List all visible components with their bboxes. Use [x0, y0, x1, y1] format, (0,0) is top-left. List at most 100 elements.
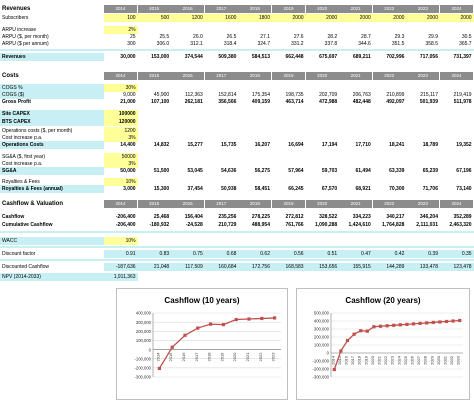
cell-value: 344.6: [358, 41, 371, 47]
input-value[interactable]: 10%: [104, 237, 138, 245]
cell-value[interactable]: 1800: [238, 14, 272, 22]
chart-title: Cashflow (20 years): [345, 296, 420, 305]
cell-value: 488,954: [251, 222, 270, 228]
cell-value: 30.5: [461, 34, 472, 40]
year-header: 2016: [171, 200, 205, 208]
y-tick-label: 100,000: [314, 343, 330, 348]
cell-value[interactable]: 2000: [406, 14, 440, 22]
row-costs-sga_first: SG&A ($, first year) 50000: [0, 153, 474, 161]
cell-value: 346,204: [419, 214, 438, 220]
cell-value[interactable]: 2000: [272, 14, 306, 22]
cell-value: 351.5: [391, 41, 405, 47]
cell-value: 153,000: [151, 54, 170, 60]
input-value[interactable]: 3%: [104, 160, 138, 168]
row-costs-royalties_pct: Royalties & Fees 10%: [0, 178, 474, 186]
cell-value: 210,899: [386, 92, 405, 98]
x-tick-label: 2017: [194, 352, 199, 362]
row-costs-cogs: COGS ($) 9,000 45,900 112,363 152,814 175,354…: [0, 91, 474, 99]
cell-value[interactable]: 2000: [305, 14, 340, 22]
row-label: Gross Profit: [2, 99, 31, 105]
year-header: 2017: [204, 72, 238, 80]
cell-value: 133,478: [406, 263, 440, 271]
row-label: NPV (2014-2033): [0, 273, 104, 281]
year-header: 2016: [171, 5, 205, 13]
chart-1[interactable]: Cashflow (10 years) 400,000 300,000 200,000…: [116, 288, 288, 400]
cell-value[interactable]: 500: [137, 14, 172, 22]
x-tick-label: 2017: [350, 355, 355, 365]
cell-value: 689,211: [352, 54, 371, 60]
row-cashflow-discounted: Discounted Cashflow -187,636 21,048 117,509…: [0, 263, 474, 271]
x-tick-label: 2022: [383, 355, 388, 365]
row-separator: [0, 259, 474, 261]
row-label: COGS %: [0, 84, 104, 92]
cell-value: 16,207: [254, 142, 270, 148]
x-tick-label: 2019: [219, 352, 224, 362]
cell-value[interactable]: 100: [104, 14, 138, 22]
input-value[interactable]: 10%: [104, 178, 138, 186]
row-label: Cumulative Cashflow: [2, 222, 53, 228]
cell-value: 306.0: [156, 41, 170, 47]
cell-value[interactable]: 1600: [204, 14, 239, 22]
cell-value: 54,636: [221, 168, 237, 174]
data-point: [392, 323, 396, 327]
row-costs-cost_increase_2: Cost increase p.a. 3%: [0, 160, 474, 168]
row-revenues-arpu_month: ARPU ($, per month) 25 25.5 26.0 26.5 27.1 27.…: [0, 33, 474, 41]
section-title: Cashflow & Valuation: [2, 201, 64, 207]
input-value[interactable]: 30%: [104, 84, 138, 92]
chart-2[interactable]: Cashflow (20 years) 500,000 400,000 300,000…: [296, 288, 470, 400]
cell-value: 0.75: [171, 250, 205, 258]
cell-value: 584,513: [251, 54, 270, 60]
input-value[interactable]: 3%: [104, 134, 138, 142]
cell-value: 153,656: [305, 263, 340, 271]
data-point: [365, 329, 369, 333]
y-tick-label: -200,000: [312, 367, 329, 372]
input-value[interactable]: 100000: [104, 110, 138, 118]
data-point: [345, 338, 350, 343]
y-tick-label: 200,000: [314, 335, 330, 340]
cell-value: 67,570: [321, 186, 338, 192]
cell-value: 334,223: [352, 214, 371, 220]
cell-value: 262,181: [184, 99, 203, 105]
cell-value: 152,814: [218, 92, 237, 98]
row-label: ARPU increase: [2, 27, 37, 33]
row-label: Subscribers: [2, 15, 29, 21]
data-point: [209, 322, 213, 326]
cell-value[interactable]: 2000: [339, 14, 373, 22]
data-point: [425, 321, 429, 325]
cell-value: -206,400: [115, 222, 136, 228]
year-header: 2023: [406, 5, 440, 13]
data-point: [183, 333, 187, 337]
cell-value: 198,735: [285, 92, 304, 98]
year-header: 2021: [339, 72, 373, 80]
input-value[interactable]: 50000: [104, 153, 138, 161]
cell-value: 340,217: [386, 214, 405, 220]
data-point: [234, 317, 238, 322]
y-tick-label: -300,000: [134, 375, 151, 380]
input-value[interactable]: 120000: [104, 118, 138, 126]
year-header: 2019: [272, 5, 305, 13]
row-label: Operations Costs: [0, 141, 104, 149]
cell-value[interactable]: 2000: [440, 14, 474, 22]
row-cashflow-cashflow: Cashflow -206,400 25,468 156,404 235,256 278,…: [0, 213, 474, 221]
input-value[interactable]: 1200: [104, 127, 138, 135]
x-tick-label: 2028: [423, 355, 428, 365]
year-header: 2018: [238, 72, 272, 80]
cell-value: -24,528: [185, 222, 203, 228]
cell-value[interactable]: 2000: [372, 14, 407, 22]
cell-value: -187,636: [104, 263, 138, 271]
row-revenues-arpu_increase: ARPU increase 2%: [0, 26, 474, 34]
cell-value: 210,729: [218, 222, 237, 228]
cell-value: 15,735: [221, 142, 237, 148]
cell-value: 409,159: [251, 99, 270, 105]
cell-value: 53,045: [187, 168, 203, 174]
section-header-revenues: Revenues 2014 2015 2016 2017 2018 2019 2020 2021…: [0, 5, 474, 13]
row-costs-site_capex: Site CAPEX 100000: [0, 110, 474, 118]
cell-value[interactable]: 1200: [171, 14, 205, 22]
y-tick-label: 100,000: [136, 338, 152, 343]
cell-value: 112,363: [185, 92, 203, 98]
cell-value: 27.1: [260, 34, 270, 40]
cell-value: 25,468: [153, 214, 170, 220]
input-value[interactable]: 2%: [104, 26, 138, 34]
x-tick-label: 2031: [443, 355, 448, 365]
cell-value: 117,509: [171, 263, 205, 271]
